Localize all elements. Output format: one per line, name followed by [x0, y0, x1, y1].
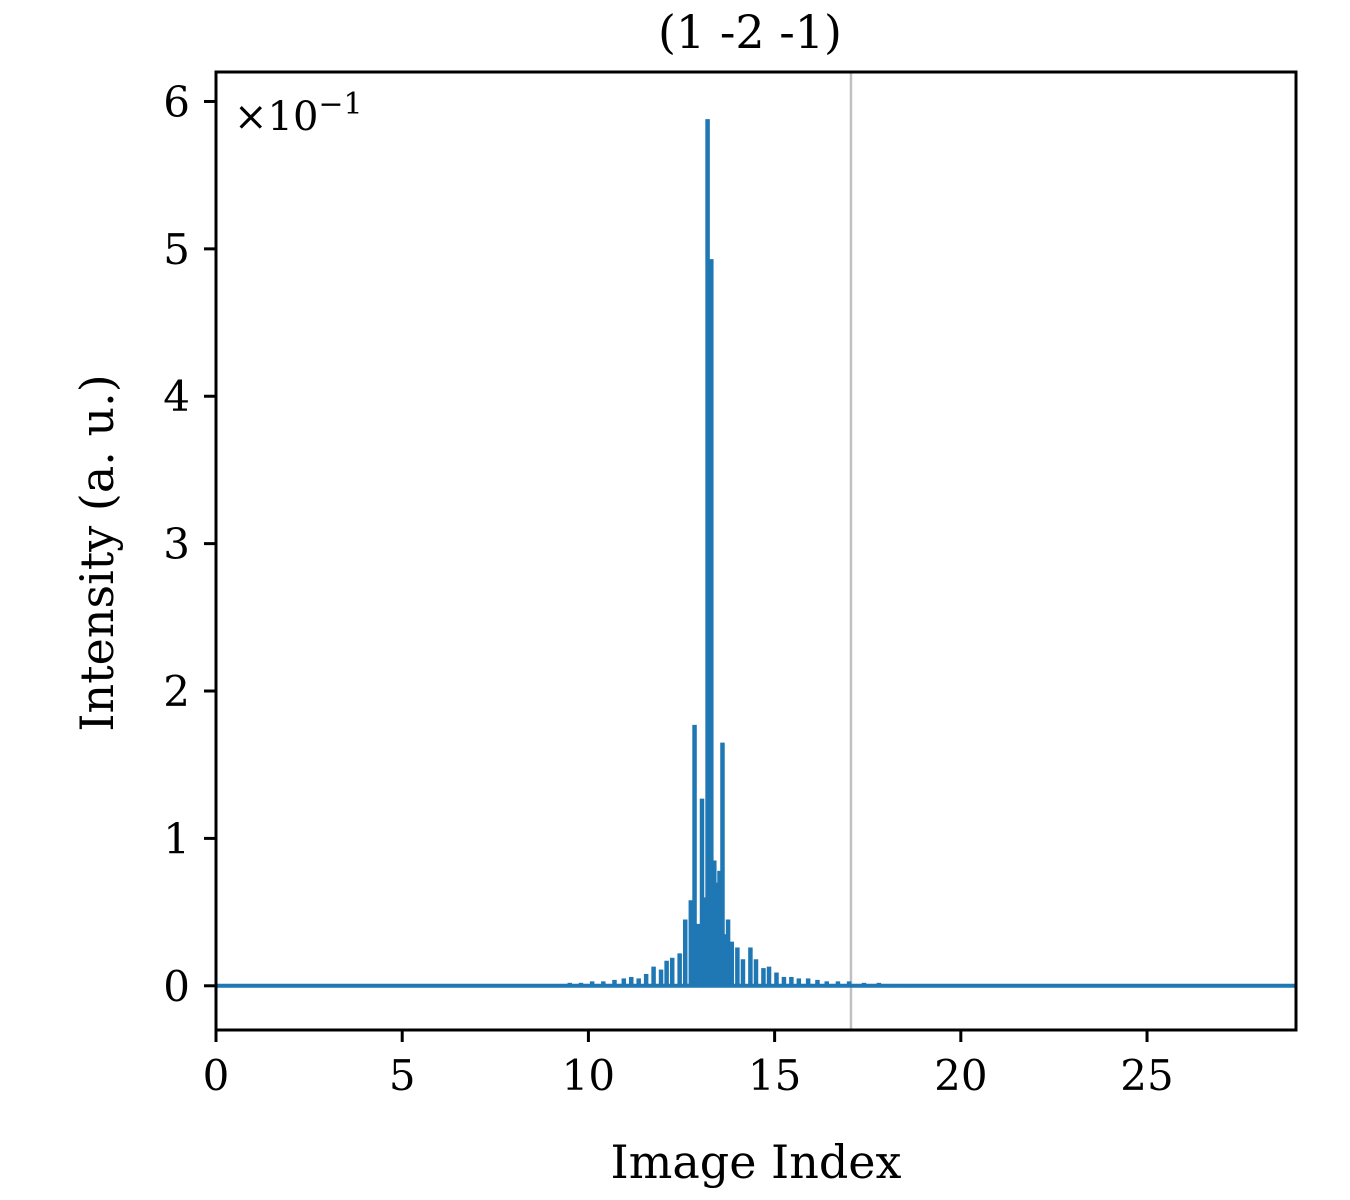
y-tick-label: 2 [163, 667, 190, 716]
x-axis: 0 5 10 15 20 25 [203, 1030, 1174, 1100]
y-tick-label: 4 [163, 372, 190, 421]
y-axis-multiplier: ×10−1 [234, 87, 363, 140]
plot-area [214, 70, 1298, 1032]
x-tick-label: 20 [934, 1051, 987, 1100]
y-tick-label: 3 [163, 520, 190, 569]
y-tick-label: 0 [163, 962, 190, 1011]
y-multiplier-exponent: −1 [318, 87, 362, 122]
y-multiplier-base: ×10 [234, 94, 318, 140]
x-tick-label: 0 [203, 1051, 230, 1100]
x-axis-title: Image Index [611, 1135, 902, 1189]
x-tick-label: 5 [389, 1051, 416, 1100]
y-axis-title: Intensity (a. u.) [70, 374, 124, 731]
y-axis: 0 1 2 3 4 5 6 [163, 77, 216, 1011]
series-layer [216, 119, 1296, 988]
x-tick-label: 10 [562, 1051, 615, 1100]
y-tick-label: 6 [163, 77, 190, 126]
chart-title: (1 -2 -1) [658, 5, 842, 59]
x-tick-label: 15 [748, 1051, 801, 1100]
y-tick-label: 1 [163, 814, 190, 863]
y-tick-label: 5 [163, 225, 190, 274]
x-tick-label: 25 [1120, 1051, 1173, 1100]
plot-frame [214, 70, 1298, 1032]
